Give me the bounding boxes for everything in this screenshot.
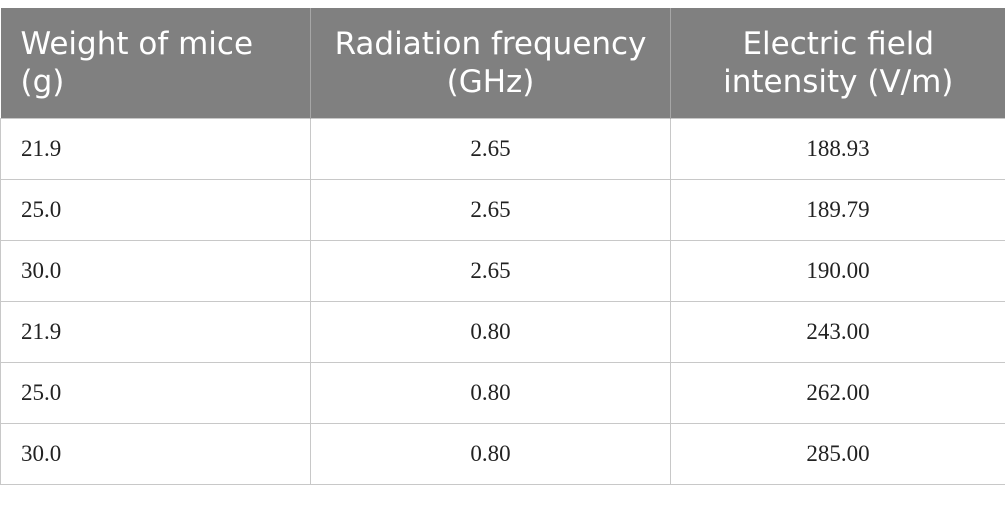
table-body: 21.9 2.65 188.93 25.0 2.65 189.79 30.0 2… <box>0 117 1005 485</box>
cell-weight: 21.9 <box>0 300 311 363</box>
cell-frequency: 0.80 <box>310 300 671 363</box>
cell-field-intensity: 262.00 <box>670 361 1005 424</box>
table-row: 25.0 0.80 262.00 <box>0 361 1005 424</box>
cell-frequency: 0.80 <box>310 422 671 485</box>
table-row: 30.0 0.80 285.00 <box>0 422 1005 485</box>
cell-weight: 30.0 <box>0 239 311 302</box>
header-field-intensity: Electric field intensity (V/m) <box>670 8 1005 118</box>
cell-weight: 30.0 <box>0 422 311 485</box>
cell-frequency: 2.65 <box>310 178 671 241</box>
cell-field-intensity: 189.79 <box>670 178 1005 241</box>
cell-frequency: 0.80 <box>310 361 671 424</box>
table-row: 30.0 2.65 190.00 <box>0 239 1005 302</box>
table-row: 21.9 0.80 243.00 <box>0 300 1005 363</box>
data-table: Weight of mice (g) Radiation frequency (… <box>0 8 1005 485</box>
table-row: 25.0 2.65 189.79 <box>0 178 1005 241</box>
cell-weight: 25.0 <box>0 178 311 241</box>
header-weight: Weight of mice (g) <box>0 8 311 118</box>
cell-weight: 25.0 <box>0 361 311 424</box>
cell-field-intensity: 188.93 <box>670 117 1005 180</box>
header-row: Weight of mice (g) Radiation frequency (… <box>0 8 1005 118</box>
cell-field-intensity: 285.00 <box>670 422 1005 485</box>
cell-weight: 21.9 <box>0 117 311 180</box>
cell-frequency: 2.65 <box>310 117 671 180</box>
cell-field-intensity: 243.00 <box>670 300 1005 363</box>
cell-field-intensity: 190.00 <box>670 239 1005 302</box>
table-row: 21.9 2.65 188.93 <box>0 117 1005 180</box>
cell-frequency: 2.65 <box>310 239 671 302</box>
table-header: Weight of mice (g) Radiation frequency (… <box>0 8 1005 118</box>
header-frequency: Radiation frequency (GHz) <box>310 8 671 118</box>
